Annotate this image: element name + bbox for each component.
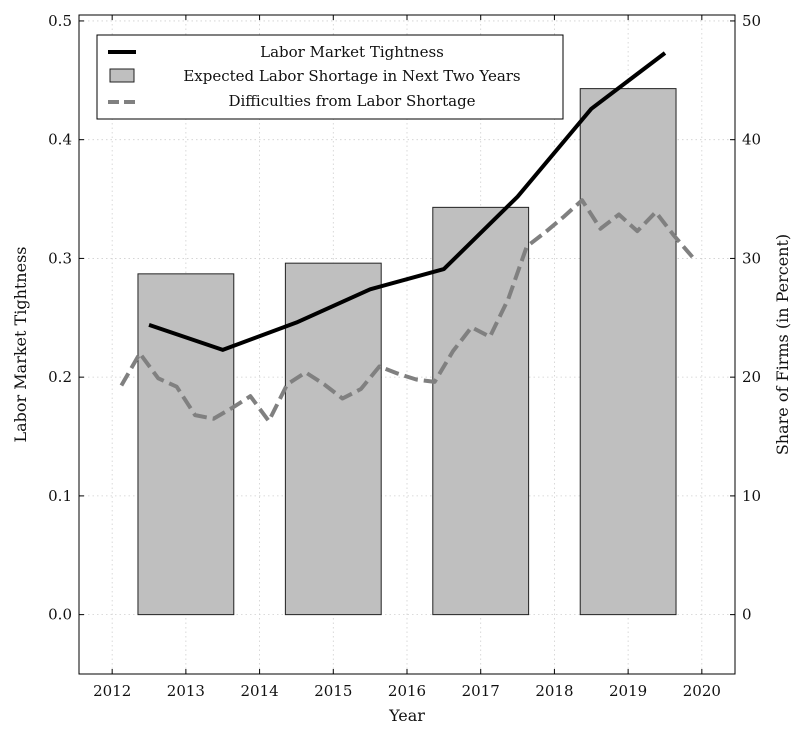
tightness-line (148, 51, 667, 352)
dashed-series-line (119, 198, 695, 424)
axis-ticks: 2012 2013 2014 2015 2016 2017 2018 2019 2020 0.0 0… (48, 12, 761, 700)
x-tick-label: 2017 (462, 682, 500, 700)
y-left-tick-label: 0.5 (48, 12, 72, 30)
y-axis-left-label: Labor Market Tightness (11, 247, 30, 443)
x-tick-label: 2018 (535, 682, 573, 700)
bar (579, 88, 677, 616)
x-tick-label: 2013 (167, 682, 205, 700)
bar (137, 273, 235, 616)
y-left-tick-label: 0.2 (48, 368, 72, 386)
y-left-tick-label: 0.4 (48, 131, 72, 149)
line-series (148, 51, 667, 352)
x-tick-label: 2020 (683, 682, 721, 700)
x-tick-label: 2016 (388, 682, 426, 700)
y-axis-right-label: Share of Firms (in Percent) (773, 234, 792, 455)
y-right-tick-label: 0 (742, 606, 752, 624)
legend-bar-swatch (109, 68, 135, 83)
y-right-tick-label: 30 (742, 249, 761, 267)
y-right-tick-label: 40 (742, 131, 761, 149)
y-left-tick-label: 0.1 (48, 487, 72, 505)
y-left-tick-label: 0.0 (48, 606, 72, 624)
bar (432, 206, 530, 616)
y-right-tick-label: 10 (742, 487, 761, 505)
x-tick-label: 2012 (93, 682, 131, 700)
legend: Labor Market Tightness Expected Labor Sh… (96, 34, 564, 120)
x-tick-label: 2014 (240, 682, 278, 700)
y-right-tick-label: 20 (742, 368, 761, 386)
legend-dashed-label: Difficulties from Labor Shortage (228, 92, 475, 110)
legend-bar-label: Expected Labor Shortage in Next Two Year… (183, 67, 520, 85)
legend-box (96, 34, 564, 120)
dashed-series (119, 198, 695, 424)
x-axis-label: Year (388, 706, 425, 725)
bar (284, 262, 382, 616)
x-tick-label: 2019 (609, 682, 647, 700)
legend-line-label: Labor Market Tightness (260, 43, 444, 61)
bar-series (137, 88, 677, 616)
y-right-tick-label: 50 (742, 12, 761, 30)
x-tick-label: 2015 (314, 682, 352, 700)
y-left-tick-label: 0.3 (48, 249, 72, 267)
